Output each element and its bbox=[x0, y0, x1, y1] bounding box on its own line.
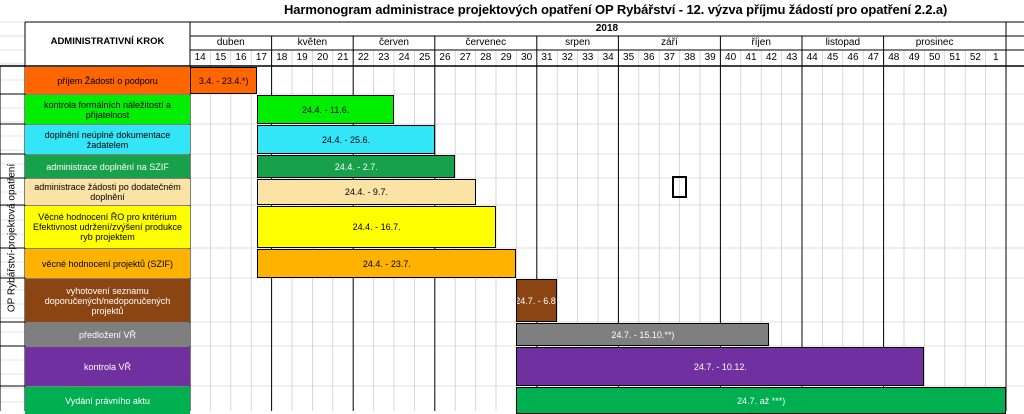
month-label: září bbox=[661, 37, 678, 48]
week-label: 24 bbox=[398, 52, 410, 63]
task-bar: 24.4. - 16.7. bbox=[257, 206, 496, 248]
task-bar: 24.4. - 2.7. bbox=[257, 155, 456, 178]
week-label: 41 bbox=[745, 52, 757, 63]
year-label: 2018 bbox=[595, 23, 619, 34]
month-label: listopad bbox=[825, 37, 861, 48]
week-label: 52 bbox=[969, 52, 981, 63]
week-label: 50 bbox=[929, 52, 941, 63]
week-label: 42 bbox=[765, 52, 777, 63]
week-label: 45 bbox=[827, 52, 839, 63]
task-label: příjem Žádostí o podporu bbox=[25, 67, 190, 94]
task-label: doplnění neúplné dokumentace žadatelem bbox=[25, 125, 190, 154]
week-label: 20 bbox=[317, 52, 329, 63]
week-label: 23 bbox=[378, 52, 390, 63]
week-label: 44 bbox=[806, 52, 818, 63]
task-bar: 24.4. - 9.7. bbox=[257, 179, 476, 205]
week-label: 29 bbox=[500, 52, 512, 63]
task-bar: 24.7. - 10.12. bbox=[516, 347, 925, 386]
task-label: kontrola VŘ bbox=[25, 347, 190, 386]
week-label: 37 bbox=[663, 52, 675, 63]
week-label: 17 bbox=[255, 52, 267, 63]
week-label: 15 bbox=[215, 52, 227, 63]
week-label: 18 bbox=[276, 52, 288, 63]
week-label: 43 bbox=[786, 52, 798, 63]
week-label: 32 bbox=[561, 52, 573, 63]
week-label: 31 bbox=[541, 52, 553, 63]
week-label: 30 bbox=[521, 52, 533, 63]
week-label: 27 bbox=[459, 52, 471, 63]
week-label: 51 bbox=[949, 52, 961, 63]
selection-marker bbox=[672, 176, 687, 198]
week-label: 40 bbox=[725, 52, 737, 63]
task-bar: 3.4. - 23.4.*) bbox=[190, 67, 258, 94]
week-label: 28 bbox=[480, 52, 492, 63]
task-label: Vydání právního aktu bbox=[25, 387, 190, 414]
week-label: 48 bbox=[888, 52, 900, 63]
month-label: srpen bbox=[565, 37, 591, 48]
week-label: 35 bbox=[623, 52, 635, 63]
task-bar: 24.7. - 15.10.**) bbox=[516, 323, 770, 346]
week-label: 19 bbox=[296, 52, 308, 63]
task-bar: 24.4. - 25.6. bbox=[257, 125, 435, 154]
week-label: 22 bbox=[357, 52, 369, 63]
week-label: 25 bbox=[419, 52, 431, 63]
week-label: 36 bbox=[643, 52, 655, 63]
task-bar: 24.7. až ***) bbox=[516, 387, 1006, 414]
week-label: 38 bbox=[684, 52, 696, 63]
month-label: červen bbox=[378, 37, 409, 48]
week-label: 16 bbox=[235, 52, 247, 63]
side-label-text: OP Rybářství-projektová opatření bbox=[6, 163, 18, 313]
month-label: prosinec bbox=[915, 37, 954, 48]
week-label: 14 bbox=[194, 52, 206, 63]
task-label: administrace doplnění na SZIF bbox=[25, 155, 190, 178]
task-label: kontrola formálních náležitostí a přijat… bbox=[25, 95, 190, 124]
week-label: 46 bbox=[847, 52, 859, 63]
side-label: OP Rybářství-projektová opatření bbox=[0, 66, 24, 410]
week-label: 33 bbox=[582, 52, 594, 63]
task-bar: 24.4. - 11.6. bbox=[257, 95, 394, 124]
week-label: 47 bbox=[867, 52, 879, 63]
task-label: Věcné hodnocení ŘO pro kritérium Efektiv… bbox=[25, 206, 190, 248]
task-label: vyhotovení seznamu doporučených/nedoporu… bbox=[25, 279, 190, 322]
month-label: květen bbox=[297, 37, 328, 48]
page-title: Harmonogram administrace projektových op… bbox=[284, 2, 948, 17]
week-label: 26 bbox=[439, 52, 451, 63]
month-label: červenec bbox=[465, 37, 507, 48]
week-label: 39 bbox=[704, 52, 716, 63]
task-label: předložení VŘ bbox=[25, 323, 190, 346]
week-label: 1 bbox=[993, 52, 999, 63]
week-label: 34 bbox=[602, 52, 614, 63]
month-label: říjen bbox=[751, 37, 771, 48]
task-label: věcné hodnocení projektů (SZIF) bbox=[25, 249, 190, 278]
task-bar: 24.4. - 23.7. bbox=[257, 249, 517, 278]
admin-step-header: ADMINISTRATIVNÍ KROK bbox=[50, 36, 165, 47]
week-label: 21 bbox=[337, 52, 349, 63]
task-bar: 24.7. - 6.8. bbox=[516, 279, 558, 322]
week-label: 49 bbox=[908, 52, 920, 63]
month-label: duben bbox=[216, 37, 245, 48]
task-label: administrace žádosti po dodatečném dopln… bbox=[25, 179, 190, 205]
